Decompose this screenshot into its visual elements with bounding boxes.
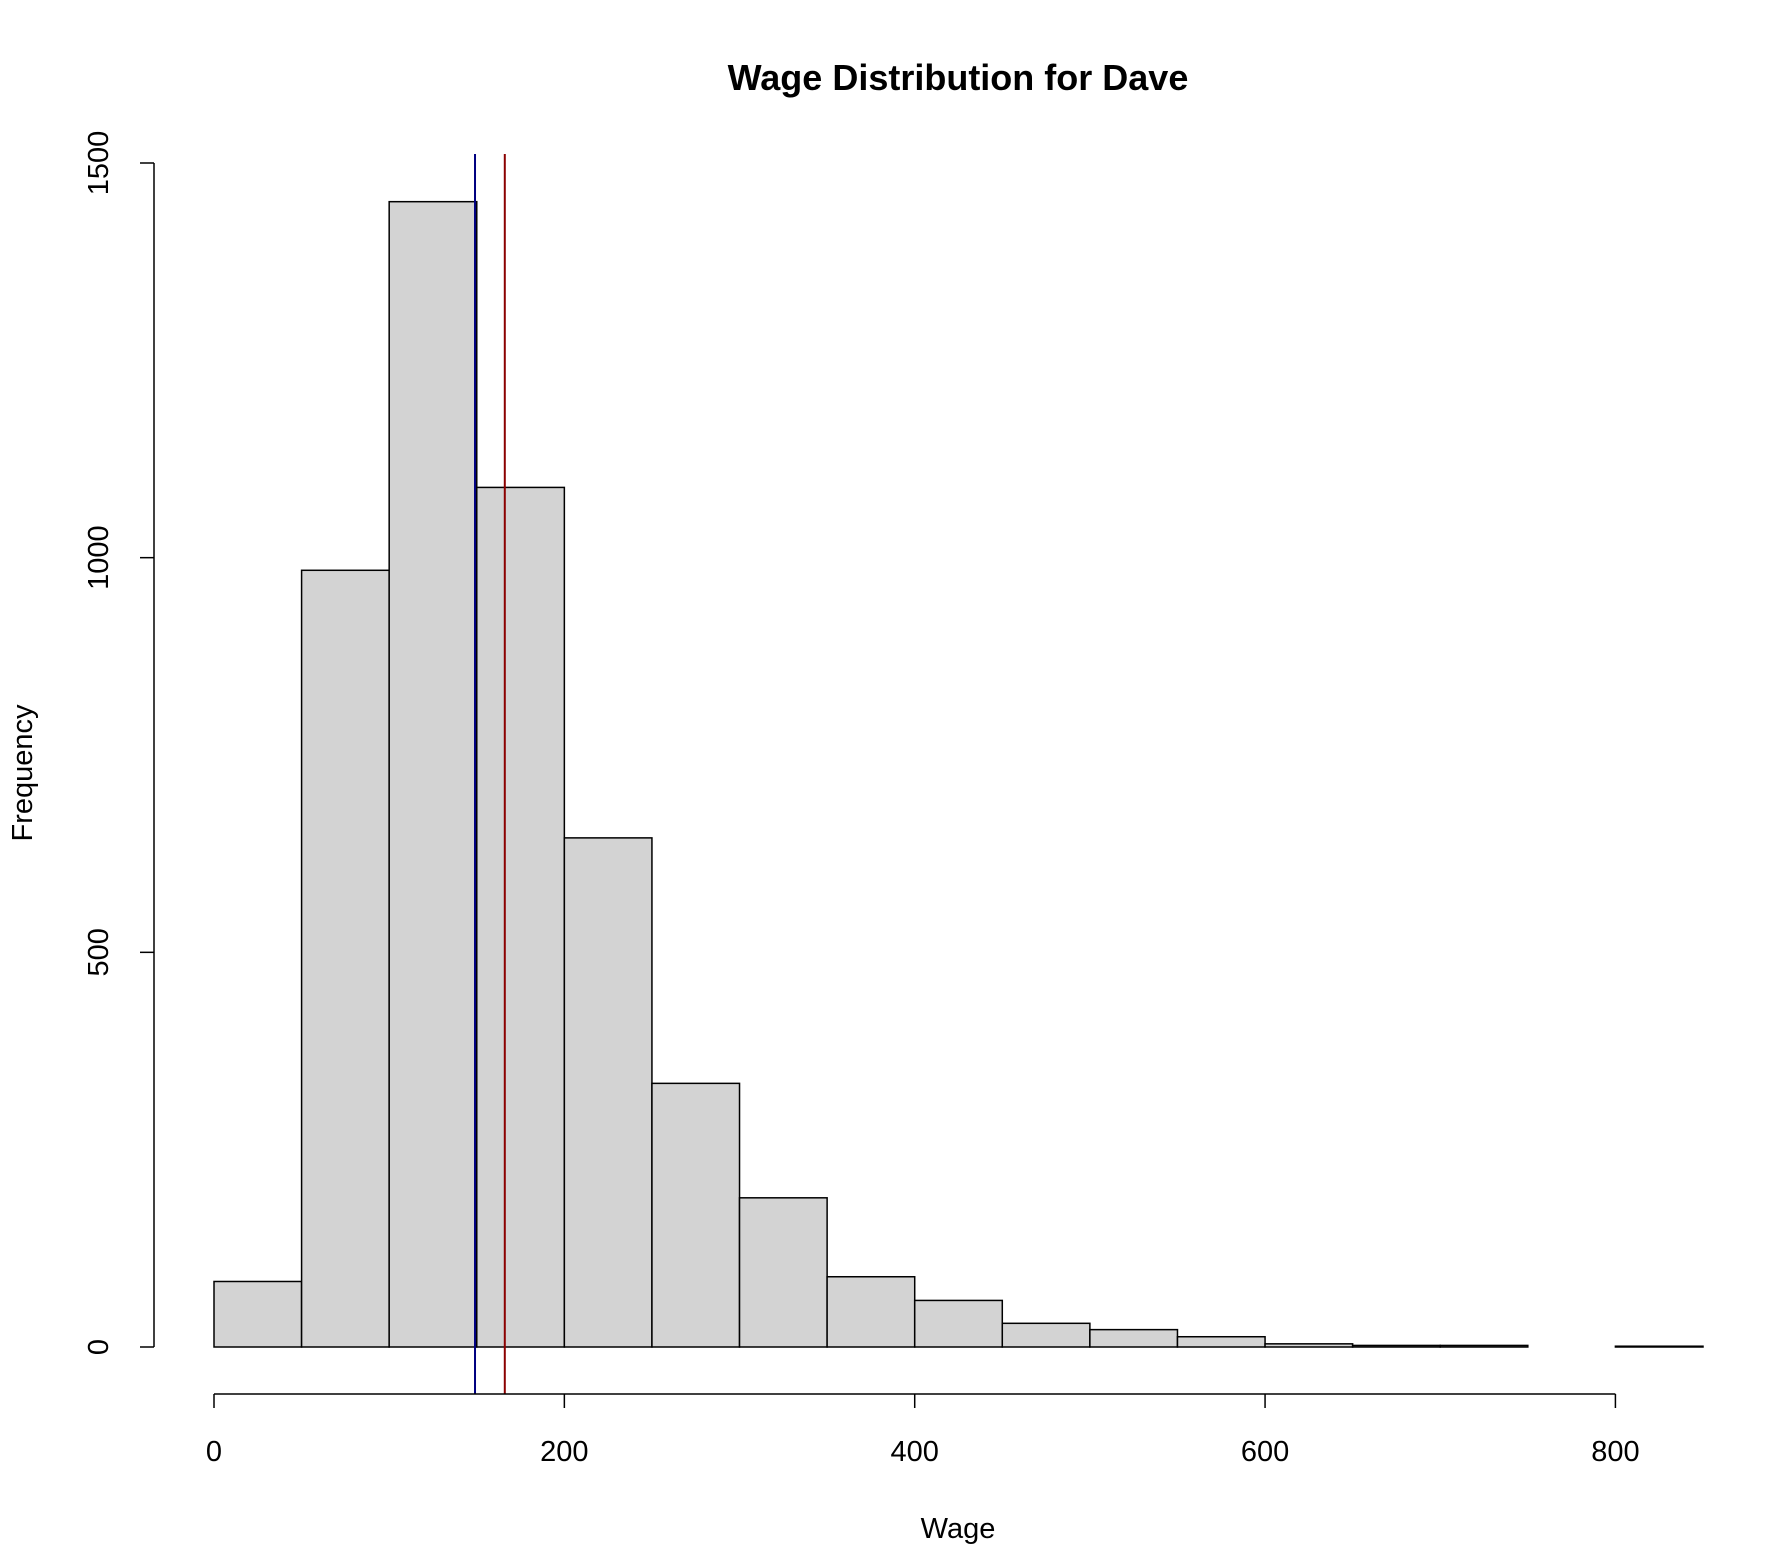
histogram-bar — [213, 1280, 303, 1348]
y-tick-label: 500 — [83, 928, 115, 976]
bars-layer — [213, 200, 1704, 1348]
histogram-bar — [1614, 1345, 1704, 1348]
y-axis: 0 500 1000 1500 — [83, 131, 155, 1355]
histogram-bar — [300, 569, 390, 1348]
chart-title: Wage Distribution for Dave — [728, 57, 1189, 98]
x-axis-label: Wage — [921, 1513, 996, 1545]
histogram-bar — [913, 1299, 1004, 1348]
y-tick-label: 1500 — [83, 131, 115, 196]
histogram-bar — [1176, 1335, 1266, 1348]
y-tick-label: 0 — [83, 1339, 115, 1355]
x-tick-label: 200 — [540, 1436, 588, 1468]
y-tick-label: 1000 — [83, 525, 115, 590]
histogram-bar — [738, 1197, 828, 1348]
y-axis-label: Frequency — [7, 704, 39, 842]
histogram-bar — [1001, 1322, 1091, 1348]
histogram-bar — [1351, 1344, 1441, 1348]
histogram-bar — [1089, 1328, 1179, 1348]
x-tick-label: 400 — [891, 1436, 939, 1468]
histogram-bar — [1439, 1344, 1529, 1348]
reference-lines-layer — [474, 154, 506, 1394]
x-tick-label: 800 — [1591, 1436, 1639, 1468]
histogram-bar — [826, 1275, 916, 1348]
histogram-bar — [388, 200, 478, 1348]
histogram-bar — [651, 1082, 741, 1348]
x-axis: 0 200 400 600 800 — [206, 1393, 1640, 1468]
histogram-bar — [563, 837, 653, 1348]
histogram-bar — [1264, 1343, 1354, 1348]
x-tick-label: 600 — [1241, 1436, 1289, 1468]
x-tick-label: 0 — [206, 1436, 222, 1468]
histogram-bar — [476, 486, 566, 1348]
